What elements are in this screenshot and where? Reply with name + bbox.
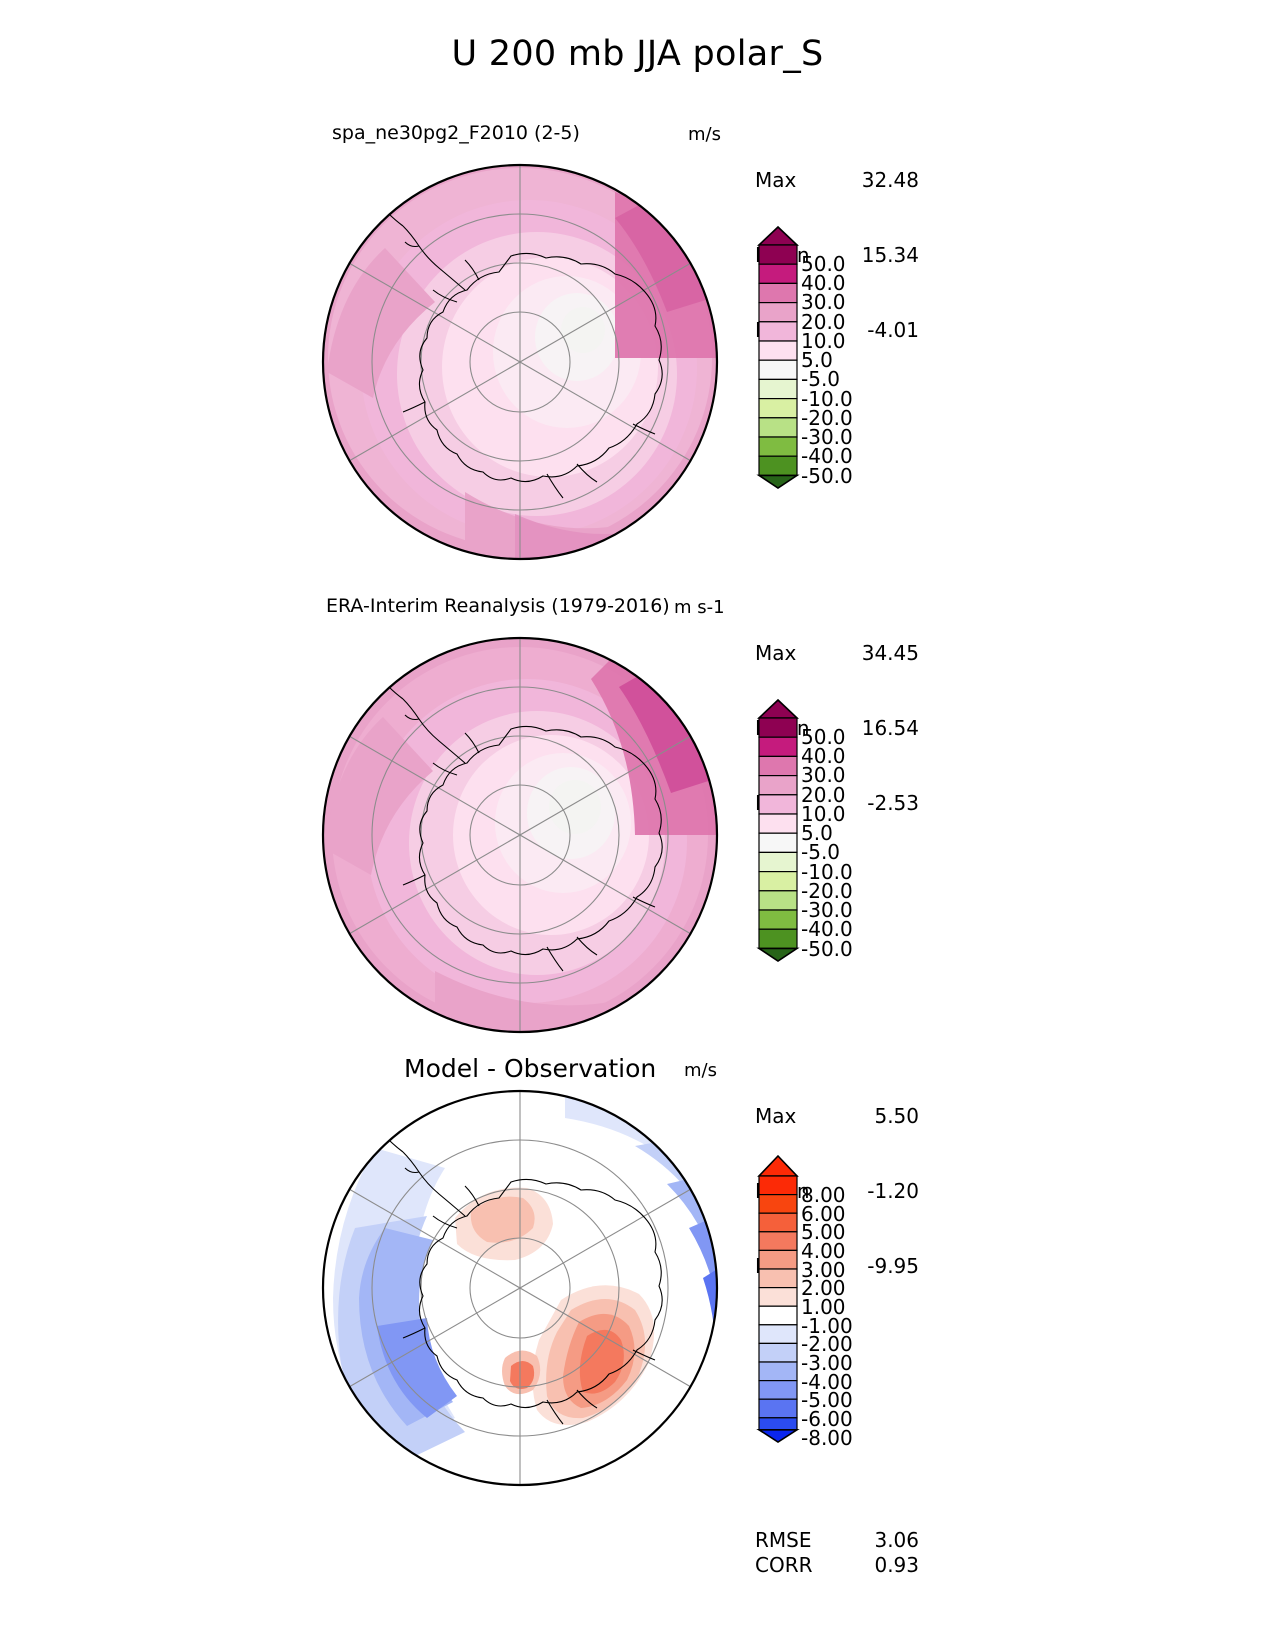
polar-map-model — [315, 162, 735, 562]
colorbar-difference[interactable]: 8.00 6.00 5.00 4.00 3.00 2.00 1.00 -1.00… — [755, 1154, 853, 1450]
rmse-row: RMSE 3.06 — [755, 1528, 919, 1552]
map-graticule — [348, 1091, 692, 1485]
stat-max: Max 5.50 — [755, 1104, 919, 1128]
map-outer-rim — [321, 163, 719, 561]
coastline-antarctica — [388, 686, 663, 972]
panel-difference-title: Model - Observation — [404, 1054, 657, 1083]
difference-skill-scores: RMSE 3.06 CORR 0.93 — [755, 1528, 919, 1578]
map-outer-rim — [321, 636, 719, 1034]
panel-observation-title: ERA-Interim Reanalysis (1979-2016) — [326, 595, 670, 617]
colorbar-swatches — [756, 698, 800, 962]
panel-difference-units: m/s — [684, 1060, 717, 1081]
contour-field-observation — [323, 638, 717, 1032]
stat-max: Max 34.45 — [755, 641, 919, 665]
contour-field-difference — [323, 1091, 717, 1485]
colorbar-swatches — [756, 1154, 800, 1443]
panel-model-title: spa_ne30pg2_F2010 (2-5) — [332, 122, 580, 144]
panel-difference-header: Model - Observation m/s — [0, 1046, 1275, 1083]
map-outer-rim — [321, 1089, 719, 1487]
map-graticule — [348, 165, 692, 559]
panel-observation-header: ERA-Interim Reanalysis (1979-2016) m s-1 — [0, 583, 1275, 618]
colorbar-swatches — [756, 225, 800, 489]
stat-max: Max 32.48 — [755, 168, 919, 192]
panel-observation: ERA-Interim Reanalysis (1979-2016) m s-1… — [0, 583, 1275, 1034]
polar-map-observation — [315, 635, 735, 1035]
corr-row: CORR 0.93 — [755, 1553, 919, 1577]
panel-model-header: spa_ne30pg2_F2010 (2-5) m/s — [0, 110, 1275, 145]
panel-model-units: m/s — [688, 124, 721, 145]
page-title: U 200 mb JJA polar_S — [451, 34, 824, 74]
panel-observation-units: m s-1 — [674, 597, 725, 618]
polar-map-difference — [315, 1088, 735, 1488]
colorbar-observation[interactable]: 50.0 40.0 30.0 20.0 10.0 5.0 -5.0 -10.0 … — [755, 698, 853, 963]
colorbar-model[interactable]: 50.0 40.0 30.0 20.0 10.0 5.0 -5.0 -10.0 … — [755, 225, 853, 490]
